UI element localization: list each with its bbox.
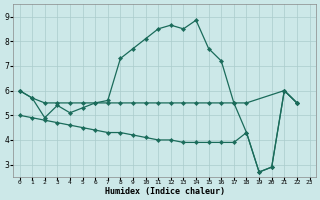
X-axis label: Humidex (Indice chaleur): Humidex (Indice chaleur): [105, 187, 225, 196]
